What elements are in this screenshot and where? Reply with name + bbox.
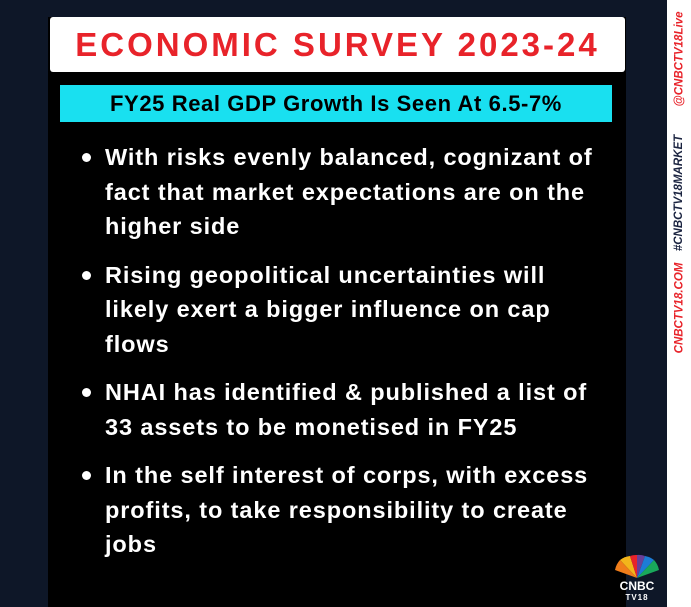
subtitle: FY25 Real GDP Growth Is Seen At 6.5-7% — [110, 90, 562, 116]
subtitle-box: FY25 Real GDP Growth Is Seen At 6.5-7% — [60, 85, 612, 122]
bullet: In the self interest of corps, with exce… — [78, 458, 598, 562]
title: ECONOMIC SURVEY 2023-24 — [75, 25, 600, 63]
logo-text: CNBC — [620, 579, 655, 593]
logo: CNBC TV18 — [615, 554, 659, 602]
handle-text: @CNBCTV18Live — [673, 11, 685, 107]
side-strip: @CNBCTV18Live #CNBCTV18MARKET CNBCTV18.C… — [667, 0, 691, 607]
bullet: Rising geopolitical uncertainties will l… — [78, 258, 598, 362]
hashtag-text: #CNBCTV18MARKET — [673, 134, 686, 252]
hashtag: #CNBCTV18MARKET — [667, 118, 691, 268]
title-box: ECONOMIC SURVEY 2023-24 — [50, 17, 625, 72]
logo-subtext: TV18 — [625, 593, 648, 602]
bullet: NHAI has identified & published a list o… — [78, 375, 598, 444]
bullet: With risks evenly balanced, cognizant of… — [78, 140, 598, 244]
bullet-list: With risks evenly balanced, cognizant of… — [78, 140, 598, 576]
website: CNBCTV18.COM — [667, 263, 691, 354]
website-text: CNBCTV18.COM — [673, 262, 686, 354]
handle: @CNBCTV18Live — [667, 0, 691, 118]
